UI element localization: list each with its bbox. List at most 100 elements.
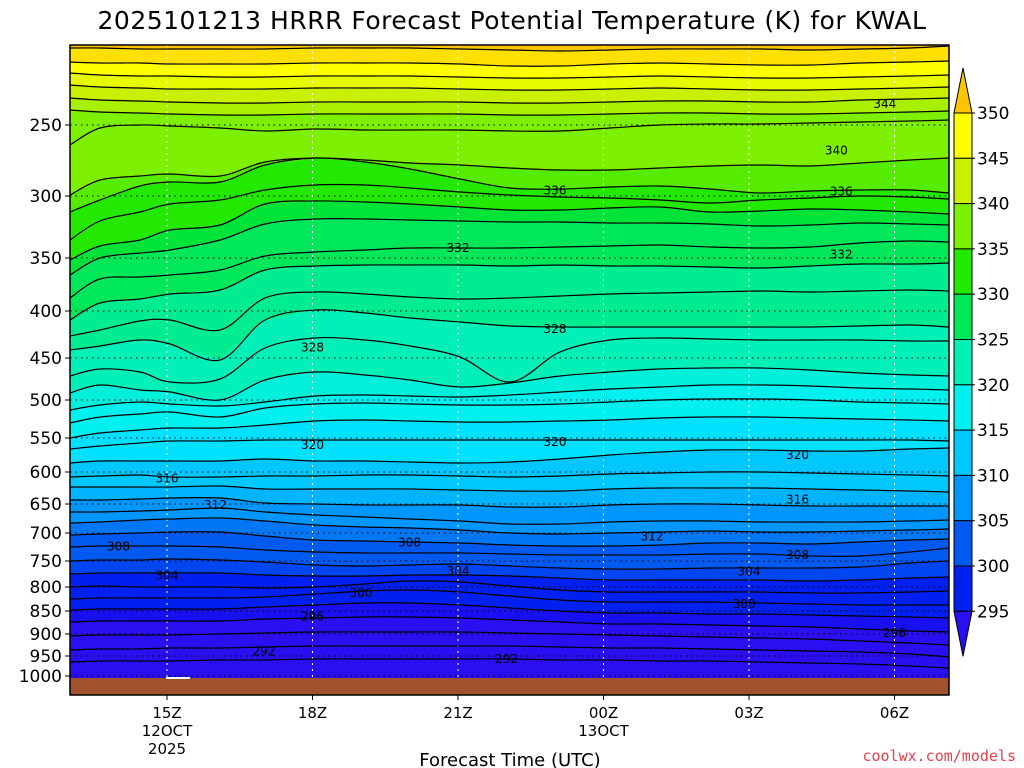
y-tick-label: 600 (30, 463, 62, 483)
x-tick-sublabel: 13OCT (578, 722, 629, 740)
contour-line (70, 84, 949, 91)
contour-line (70, 616, 949, 633)
color-band (70, 518, 949, 546)
color-fill-bands (70, 45, 949, 695)
contour-line (70, 447, 949, 464)
x-tick-label: 15Z (152, 704, 181, 722)
contour-label-320: 320 (544, 435, 567, 449)
contour-line (70, 517, 949, 535)
color-band (70, 110, 949, 145)
contour-label-320: 320 (301, 438, 324, 452)
color-band (70, 201, 949, 275)
contour-line (70, 157, 949, 196)
colorbar-label: 340 (977, 195, 1009, 215)
contour-line (70, 200, 949, 261)
contour-line (70, 602, 949, 619)
contour-label-320: 320 (786, 448, 809, 462)
contour-line (70, 531, 949, 547)
y-tick-label: 250 (30, 116, 62, 136)
contour-label-312: 312 (204, 498, 227, 512)
color-band (70, 158, 949, 240)
color-band (70, 617, 949, 645)
contour-label-292: 292 (253, 645, 276, 659)
contour-label-328: 328 (301, 341, 324, 355)
contour-line (70, 217, 949, 276)
pressure-axis: 250 300 350 400 450 500 550 600 650 700 750 800 850 9… (19, 116, 70, 687)
contour-label-332: 332 (830, 247, 853, 261)
contour-line (70, 580, 949, 594)
color-band (70, 45, 949, 51)
x-tick-label: 00Z (589, 704, 618, 722)
y-tick-label: 450 (30, 349, 62, 369)
y-tick-label: 750 (30, 552, 62, 572)
y-tick-label: 650 (30, 495, 62, 515)
contour-label-328: 328 (544, 322, 567, 336)
colorbar-label: 320 (977, 376, 1009, 396)
contour-line (70, 545, 949, 557)
color-band (70, 46, 949, 66)
contour-label-300: 300 (350, 586, 373, 600)
contour-line (70, 645, 949, 658)
color-band (70, 185, 949, 260)
contour-line (70, 416, 949, 439)
color-band (70, 486, 949, 507)
contour-label-332: 332 (447, 241, 470, 255)
colorbar-label: 315 (977, 421, 1009, 441)
contour-label-336: 336 (830, 185, 853, 199)
contour-line (70, 558, 949, 570)
ground-below-surface (70, 678, 949, 695)
y-tick-label: 800 (30, 578, 62, 598)
x-tick-sublabel: 2025 (148, 740, 186, 758)
contour-label-312: 312 (641, 529, 664, 543)
contour-label-292: 292 (495, 652, 518, 666)
contour-label-316: 316 (786, 493, 809, 507)
colorbar-box (953, 339, 973, 386)
contour-line (70, 658, 949, 669)
colorbar-box (953, 565, 973, 612)
color-band (70, 368, 949, 410)
contour-label-304: 304 (156, 569, 179, 583)
y-tick-label: 400 (30, 302, 62, 322)
color-band (70, 573, 949, 593)
color-band (70, 559, 949, 581)
color-band (70, 440, 949, 463)
contour-label-308: 308 (107, 539, 130, 553)
credit-text: coolwx.com/models (862, 747, 1016, 765)
contour-label-304: 304 (447, 564, 470, 578)
contour-line (70, 109, 949, 116)
y-tick-label: 500 (30, 391, 62, 411)
colorbar-box (953, 203, 973, 250)
color-band (70, 508, 949, 534)
contour-line (70, 97, 949, 104)
x-tick-sublabel: 12OCT (142, 722, 193, 740)
colorbar-label: 325 (977, 331, 1009, 351)
contour-line (70, 240, 949, 299)
color-band (70, 417, 949, 449)
color-band (70, 158, 949, 212)
color-band (70, 603, 949, 632)
contour-lines (70, 45, 949, 669)
contour-label-316: 316 (156, 471, 179, 485)
colorbar: 350 345 340 335 330 325 320 315 310 305 300 295 (953, 67, 1009, 657)
contour-line (70, 384, 949, 411)
plot-frame (69, 44, 950, 696)
color-band (70, 98, 949, 115)
colorbar-label: 330 (977, 285, 1009, 305)
contour-line (70, 496, 949, 508)
colorbar-label: 345 (977, 149, 1009, 169)
contour-line (70, 398, 949, 424)
color-band (70, 310, 949, 382)
contour-line (70, 336, 949, 384)
contour-line (70, 439, 949, 450)
contour-line (70, 572, 949, 582)
colorbar-label: 350 (977, 104, 1009, 124)
contour-label-308: 308 (398, 536, 421, 550)
color-band (70, 338, 949, 400)
y-tick-label: 900 (30, 625, 62, 645)
color-band (70, 646, 949, 668)
colorbar-box (953, 520, 973, 567)
contour-label-296: 296 (301, 610, 324, 624)
colorbar-box (953, 248, 973, 295)
x-tick-label: 18Z (298, 704, 327, 722)
